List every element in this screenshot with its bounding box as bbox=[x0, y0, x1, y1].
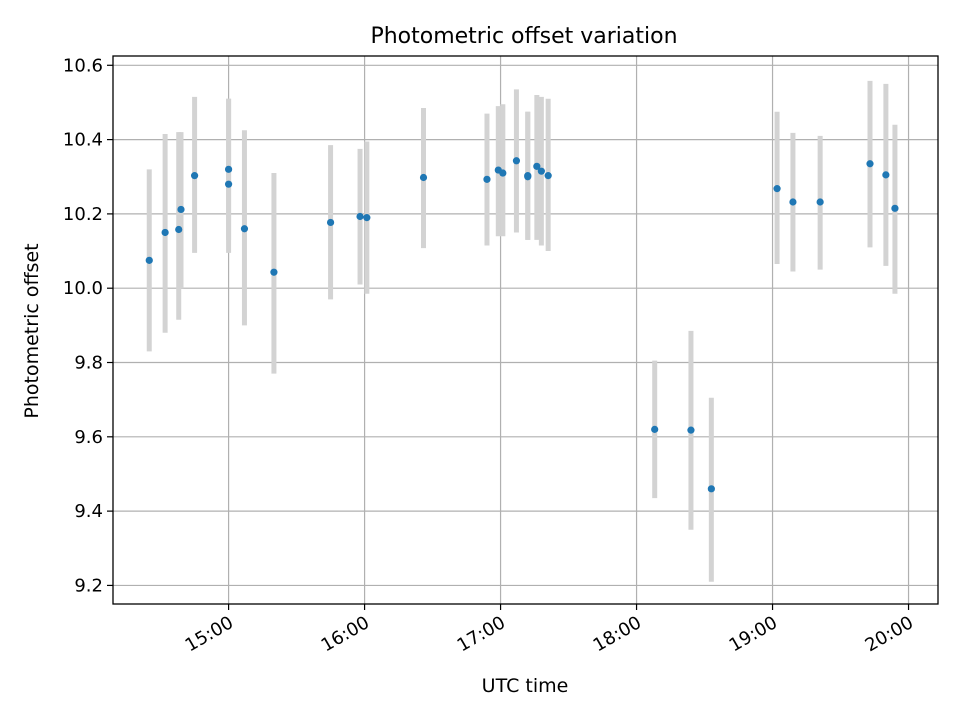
data-point bbox=[524, 173, 532, 181]
data-point bbox=[499, 169, 507, 177]
x-tick-label: 15:00 bbox=[182, 612, 237, 656]
chart-title: Photometric offset variation bbox=[370, 24, 677, 49]
data-point bbox=[816, 198, 824, 206]
data-point bbox=[544, 172, 552, 180]
data-point bbox=[789, 198, 797, 206]
plot-frame bbox=[112, 55, 939, 605]
x-tick-label: 20:00 bbox=[862, 612, 917, 656]
data-point bbox=[891, 204, 899, 212]
y-tick-label: 9.8 bbox=[74, 353, 103, 374]
data-point bbox=[190, 172, 199, 180]
data-point bbox=[866, 160, 874, 168]
data-point bbox=[145, 256, 153, 264]
data-point bbox=[270, 268, 278, 276]
axis-ticks: 15:00 16:00 17:00 18:00 19:00 20:00 9.2 9.4 9.6 9… bbox=[63, 55, 917, 656]
data-point bbox=[161, 228, 169, 237]
data-point bbox=[177, 205, 185, 214]
data-points bbox=[145, 157, 899, 493]
y-tick-label: 9.4 bbox=[74, 501, 103, 522]
error-bars bbox=[146, 80, 898, 582]
data-point bbox=[224, 165, 233, 173]
y-tick-label: 10.6 bbox=[63, 55, 103, 76]
data-point bbox=[419, 173, 428, 182]
data-point bbox=[240, 225, 249, 233]
data-point bbox=[363, 214, 371, 222]
x-tick-label: 18:00 bbox=[590, 612, 645, 656]
x-tick-label: 17:00 bbox=[454, 612, 509, 656]
data-point bbox=[483, 175, 491, 183]
data-point bbox=[224, 180, 233, 188]
data-point bbox=[175, 225, 183, 234]
data-point bbox=[882, 171, 890, 179]
y-tick-label: 9.2 bbox=[74, 575, 103, 596]
y-tick-label: 10.2 bbox=[63, 204, 103, 225]
y-tick-label: 10.4 bbox=[63, 130, 103, 151]
data-point bbox=[651, 425, 659, 433]
x-tick-label: 16:00 bbox=[318, 612, 373, 656]
data-point bbox=[687, 426, 695, 434]
data-point bbox=[512, 157, 521, 165]
data-point bbox=[326, 218, 335, 227]
y-tick-label: 10.0 bbox=[63, 278, 103, 299]
x-tick-label: 19:00 bbox=[726, 612, 781, 656]
x-axis-label: UTC time bbox=[482, 675, 569, 697]
data-point bbox=[773, 185, 781, 193]
data-point bbox=[707, 485, 715, 493]
y-tick-label: 9.6 bbox=[74, 427, 103, 448]
data-point bbox=[537, 167, 545, 175]
y-axis-label: Photometric offset bbox=[21, 243, 43, 418]
data-point bbox=[356, 212, 364, 221]
data-point bbox=[533, 162, 541, 170]
